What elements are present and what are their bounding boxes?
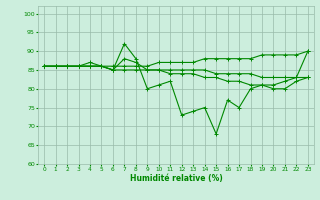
X-axis label: Humidité relative (%): Humidité relative (%) <box>130 174 222 183</box>
